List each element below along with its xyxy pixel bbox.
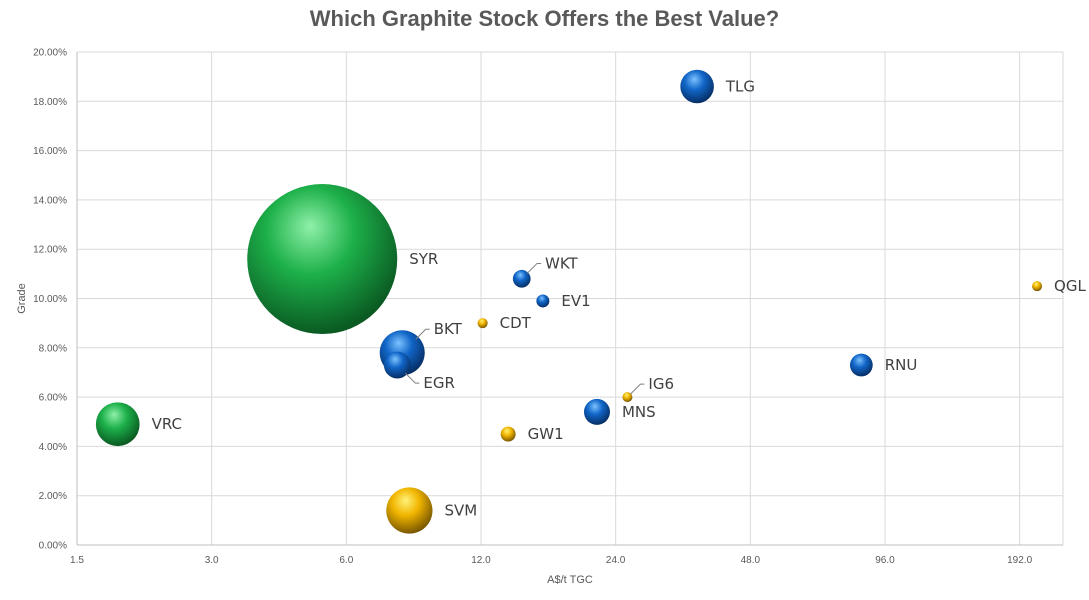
x-tick-label: 3.0 — [205, 555, 219, 566]
label-leader-line — [404, 372, 420, 384]
x-tick-label: 48.0 — [741, 555, 761, 566]
grid-lines — [77, 51, 1064, 545]
x-tick-label: 1.5 — [70, 555, 84, 566]
x-tick-label: 96.0 — [875, 555, 895, 566]
y-tick-label: 14.00% — [33, 195, 67, 206]
bubble-ev1 — [536, 294, 550, 308]
bubble-label-vrc: VRC — [152, 415, 182, 433]
x-tick-label: 6.0 — [339, 555, 353, 566]
bubble-rnu — [849, 353, 873, 377]
label-leader-line — [630, 383, 645, 395]
bubble-label-cdt: CDT — [500, 314, 532, 332]
bubble-label-gw1: GW1 — [528, 425, 564, 443]
y-tick-label: 2.00% — [39, 491, 67, 502]
y-tick-label: 10.00% — [33, 294, 67, 305]
y-tick-label: 18.00% — [33, 97, 67, 108]
x-tick-label: 12.0 — [471, 555, 491, 566]
bubble-label-tlg: TLG — [725, 78, 755, 96]
label-leader-line — [415, 328, 430, 340]
bubble-label-svm: SVM — [444, 501, 477, 519]
bubble-gw1 — [500, 426, 516, 442]
bubble-label-qgl: QGL — [1054, 277, 1086, 295]
bubble-label-egr: EGR — [423, 374, 455, 392]
y-tick-label: 6.00% — [39, 393, 67, 404]
y-tick-label: 20.00% — [33, 48, 67, 59]
y-tick-label: 16.00% — [33, 146, 67, 157]
x-tick-label: 24.0 — [606, 555, 626, 566]
label-leader-line — [526, 262, 542, 274]
bubble-vrc — [95, 402, 140, 447]
chart-title: Which Graphite Stock Offers the Best Val… — [309, 6, 780, 31]
bubble-label-wkt: WKT — [545, 254, 579, 272]
y-tick-label: 8.00% — [39, 343, 67, 354]
y-tick-label: 12.00% — [33, 245, 67, 256]
bubble-label-bkt: BKT — [434, 320, 463, 338]
bubble-ig6 — [622, 392, 633, 403]
bubble-label-rnu: RNU — [885, 356, 918, 374]
bubble-label-mns: MNS — [622, 403, 656, 421]
bubble-series — [95, 69, 1043, 534]
bubble-tlg — [680, 69, 714, 104]
bubble-label-ev1: EV1 — [561, 292, 590, 310]
bubble-labels: VRC SYR BKT EGR SVM CDT GW1 WKT EV1 MNS IG6 TLG RNU Q… — [152, 78, 1087, 520]
y-axis-title: Grade — [16, 283, 28, 314]
bubble-label-ig6: IG6 — [648, 375, 674, 393]
bubble-label-syr: SYR — [409, 250, 438, 268]
bubble-wkt — [512, 269, 531, 288]
x-tick-label: 192.0 — [1007, 555, 1032, 566]
bubble-syr — [247, 184, 398, 335]
y-tick-label: 4.00% — [39, 442, 67, 453]
bubble-mns — [583, 398, 610, 425]
x-axis-title: A$/t TGC — [547, 574, 593, 586]
bubble-egr — [383, 351, 411, 379]
bubble-cdt — [477, 318, 488, 329]
axes: 0.00% 2.00% 4.00% 6.00% 8.00% 10.00% 12.00% 14.… — [33, 48, 1063, 566]
bubble-qgl — [1032, 281, 1043, 292]
bubble-svm — [386, 487, 433, 534]
y-tick-label: 0.00% — [39, 541, 67, 552]
